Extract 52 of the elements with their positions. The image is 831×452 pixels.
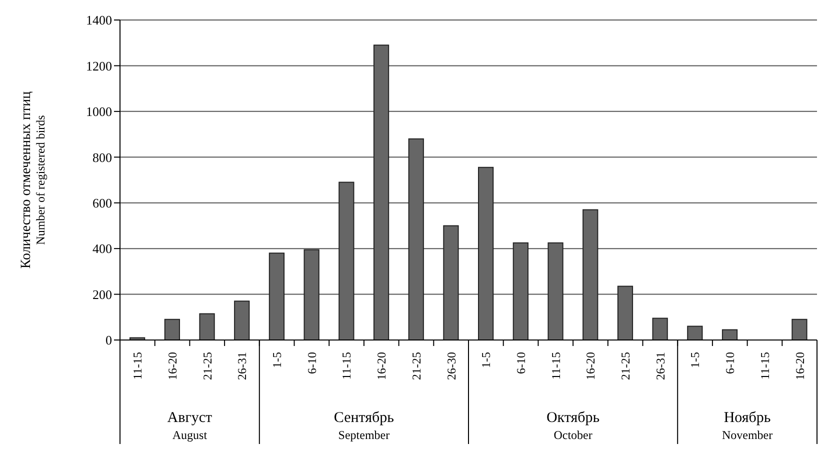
y-tick-label: 400 bbox=[92, 241, 112, 256]
bar bbox=[130, 337, 146, 340]
text: Ноябрь November bbox=[722, 410, 773, 442]
y-tick-label: 800 bbox=[92, 150, 112, 165]
x-tick-label: 11-15 bbox=[130, 352, 145, 380]
bar bbox=[512, 242, 528, 340]
bar bbox=[687, 326, 703, 340]
y-tick-label: 0 bbox=[106, 332, 112, 348]
bar bbox=[478, 166, 494, 340]
x-tick-label: 11-15 bbox=[340, 352, 354, 380]
x-tick-label: 1-5 bbox=[688, 352, 702, 368]
x-tick-label: 6-10 bbox=[514, 352, 528, 374]
bar bbox=[164, 318, 180, 340]
bar bbox=[373, 44, 390, 340]
x-tick-label: 11-15 bbox=[548, 352, 563, 380]
bar bbox=[443, 225, 459, 340]
y-tick-label: 1200 bbox=[86, 58, 112, 74]
x-tick-label: 26-31 bbox=[653, 352, 668, 380]
x-tick-label: 11-15 bbox=[758, 352, 772, 380]
x-tick-label: 1-5 bbox=[270, 352, 284, 368]
bar bbox=[652, 318, 668, 340]
x-tick-label: 6-10 bbox=[304, 352, 319, 374]
bar bbox=[582, 209, 598, 340]
x-tick-label: 1-5 bbox=[479, 352, 494, 368]
x-tick-label: 16-20 bbox=[584, 352, 598, 380]
y-tick-label: 1400 bbox=[86, 12, 112, 28]
bar bbox=[408, 138, 424, 340]
y-axis-title: Количество отмеченных птиц Number of registered birds bbox=[19, 90, 48, 269]
bar bbox=[792, 318, 808, 340]
y-tick-label: 200 bbox=[92, 286, 112, 302]
y-tick-label: 600 bbox=[92, 195, 112, 210]
bar bbox=[199, 313, 215, 340]
bar bbox=[722, 329, 738, 340]
x-tick-label: 16-20 bbox=[792, 352, 807, 380]
x-tick-label: 26-31 bbox=[235, 352, 250, 380]
bar bbox=[548, 242, 564, 340]
x-tick-label: 16-20 bbox=[165, 352, 180, 380]
text: Август August bbox=[167, 410, 213, 442]
bar bbox=[304, 249, 320, 340]
x-tick-label: 6-10 bbox=[723, 352, 738, 374]
bar bbox=[617, 286, 634, 340]
x-tick-label: 21-25 bbox=[409, 352, 424, 380]
text: Сентябрь September bbox=[334, 410, 394, 442]
x-tick-label: 21-25 bbox=[200, 352, 214, 380]
x-tick-label: 26-30 bbox=[444, 352, 458, 380]
bar bbox=[268, 252, 285, 340]
bar bbox=[338, 182, 354, 340]
x-tick-label: 21-25 bbox=[618, 352, 633, 380]
x-tick-label: 16-20 bbox=[374, 352, 389, 380]
y-tick-label: 1000 bbox=[86, 104, 112, 120]
bar bbox=[234, 300, 250, 340]
text: Октябрь October bbox=[546, 410, 600, 442]
